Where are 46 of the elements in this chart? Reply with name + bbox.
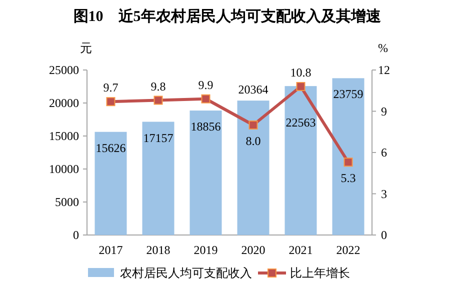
data-label: 5.3 [340,171,356,186]
y2-tick-label: 6 [381,146,387,160]
data-label: 22563 [286,116,316,130]
point [106,97,116,106]
y2-tick-label: 9 [381,104,387,118]
data-label: 15626 [96,140,126,155]
y-tick-label: 5000 [55,195,79,209]
x-tick-label: 2022 [336,243,360,257]
bar [284,86,317,235]
x-tick-label: 2017 [98,243,123,257]
y-axis-title: 元 [80,41,92,55]
point [201,94,210,104]
x-tick-label: 2021 [288,243,313,257]
bar [94,132,127,235]
data-label: 10.8 [290,66,312,80]
point [248,120,258,130]
bar [142,122,174,235]
legend-label: 比上年增长 [290,266,350,280]
y-tick-label: 25000 [49,63,79,77]
y-tick-label: 0 [73,228,79,242]
y-tick-label: 10000 [49,162,79,176]
data-label: 8.0 [246,134,261,148]
point [344,158,353,167]
data-label: 23759 [333,87,364,102]
data-label: 18856 [190,120,221,134]
x-tick-label: 2019 [194,243,218,257]
data-label: 20364 [238,82,268,97]
x-tick-label: 2020 [241,243,266,257]
title: 图10 近5年农村居民人均可支配收入及其增速 [73,9,381,25]
point [154,96,163,105]
bar [190,110,222,235]
data-label: 9.7 [103,80,118,95]
data-label: 17157 [143,130,174,145]
y-tick-label: 20000 [49,96,79,110]
y-tick-label: 15000 [49,129,79,143]
data-label: 9.9 [198,78,214,92]
bar [237,100,270,235]
y2-axis-title: % [378,41,388,55]
bar [332,78,364,235]
y2-tick-label: 12 [378,63,390,77]
y2-tick-label: 3 [381,186,387,201]
x-tick-label: 2018 [146,243,170,257]
y2-tick-label: 0 [381,228,387,242]
data-label: 9.8 [150,79,166,94]
legend-label: 农村居民人均可支配收入 [120,266,252,280]
point [296,82,306,91]
